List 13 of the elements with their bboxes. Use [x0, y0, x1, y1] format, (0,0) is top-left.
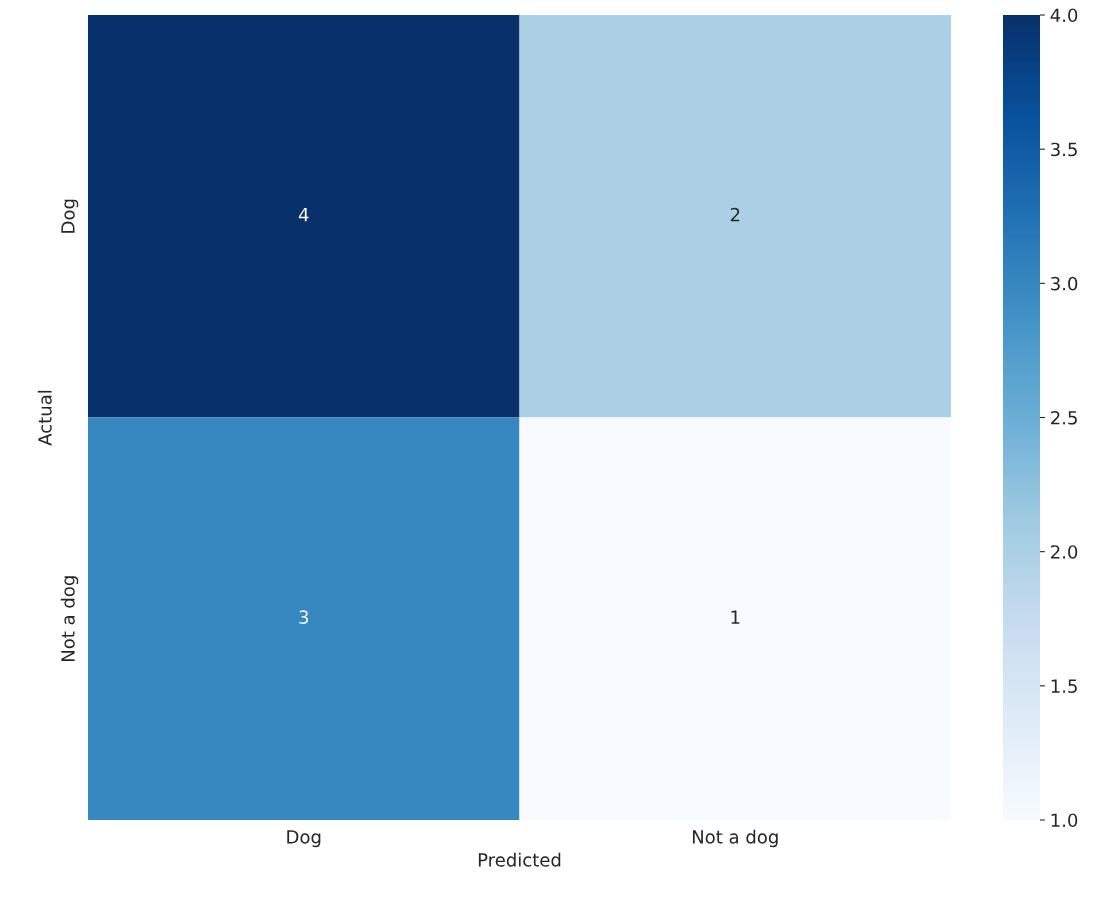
data-label: 3	[299, 610, 309, 624]
color-bar-label: 1.0	[1051, 813, 1078, 828]
color-bar-label: 3.5	[1051, 142, 1077, 157]
color-bar-label: 2.0	[1051, 545, 1078, 559]
color-bar-label: 2.5	[1051, 410, 1077, 425]
data-label: 4	[298, 208, 309, 222]
data-label: 2	[730, 207, 740, 222]
color-bar-label: 4.0	[1050, 8, 1078, 23]
color-bar-label: 1.5	[1051, 679, 1077, 693]
y-axis-title: Actual	[37, 390, 52, 446]
x-axis-title: Predicted	[478, 852, 561, 867]
color-bar-label: 3.0	[1051, 276, 1078, 291]
data-label: 1	[731, 610, 740, 624]
